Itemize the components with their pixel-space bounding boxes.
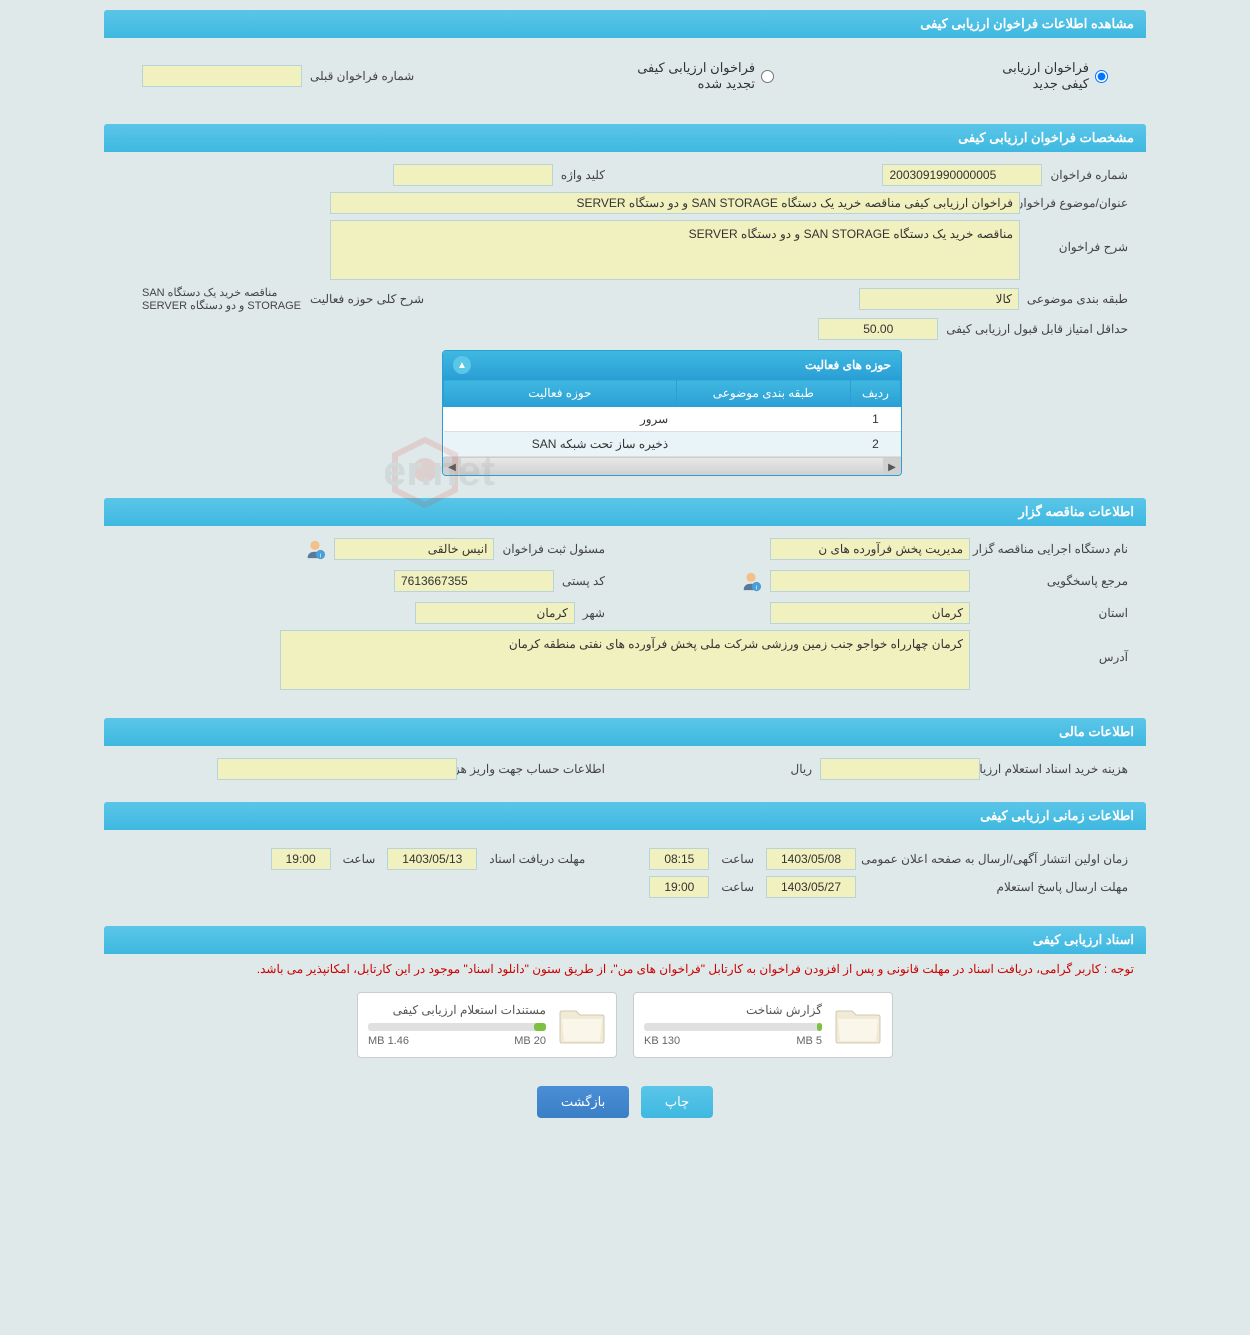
- address-field: کرمان چهارراه خواجو جنب زمین ورزشی شرکت …: [280, 630, 970, 690]
- org-label: نام دستگاه اجرایی مناقصه گزار: [978, 542, 1128, 556]
- radio-renewed-label: فراخوان ارزیابی کیفی تجدید شده: [614, 60, 755, 92]
- folder-icon: [834, 1005, 882, 1045]
- contact-label: مرجع پاسخگویی: [978, 574, 1128, 588]
- radio-renewed-input[interactable]: [761, 70, 774, 83]
- call-number-label: شماره فراخوان: [1050, 168, 1128, 182]
- back-button[interactable]: بازگشت: [537, 1086, 629, 1118]
- scope-label: شرح کلی حوزه فعالیت: [310, 292, 424, 306]
- spec-header: مشخصات فراخوان ارزیابی کیفی: [104, 124, 1146, 152]
- publish-date: 1403/05/08: [766, 848, 856, 870]
- radio-new-input[interactable]: [1095, 70, 1108, 83]
- publish-time: 08:15: [649, 848, 709, 870]
- response-time: 19:00: [649, 876, 709, 898]
- publish-label: زمان اولین انتشار آگهی/ارسال به صفحه اعل…: [868, 852, 1128, 866]
- activity-title: حوزه های فعالیت: [805, 358, 891, 372]
- receive-time: 19:00: [271, 848, 331, 870]
- file-used: 130 KB: [644, 1035, 680, 1047]
- collapse-icon[interactable]: ▲: [453, 356, 471, 374]
- svg-text:i: i: [320, 552, 321, 559]
- postal-field: 7613667355: [394, 570, 554, 592]
- file-name: گزارش شناخت: [644, 1003, 822, 1017]
- response-date: 1403/05/27: [766, 876, 856, 898]
- province-field: کرمان: [770, 602, 970, 624]
- call-number-field: 2003091990000005: [882, 164, 1042, 186]
- registrar-label: مسئول ثبت فراخوان: [502, 542, 605, 556]
- activity-table: ردیف طبقه بندی موضوعی حوزه فعالیت 1 سرور…: [443, 379, 901, 457]
- org-field: مدیریت پخش فرآورده های ن: [770, 538, 970, 560]
- title-label: عنوان/موضوع فراخوان: [1028, 196, 1128, 210]
- minscore-label: حداقل امتیاز قابل قبول ارزیابی کیفی: [946, 322, 1128, 336]
- scroll-left-icon[interactable]: ◀: [443, 458, 461, 476]
- minscore-field: 50.00: [818, 318, 938, 340]
- account-field: [217, 758, 457, 780]
- folder-icon: [558, 1005, 606, 1045]
- city-field: کرمان: [415, 602, 575, 624]
- col-activity: حوزه فعالیت: [444, 380, 677, 407]
- cost-field: [820, 758, 980, 780]
- desc-field: مناقصه خرید یک دستگاه SAN STORAGE و دو د…: [330, 220, 1020, 280]
- financial-header: اطلاعات مالی: [104, 718, 1146, 746]
- address-label: آدرس: [978, 630, 1128, 664]
- prev-number-field: [142, 65, 302, 87]
- docs-header: اسناد ارزیابی کیفی: [104, 926, 1146, 954]
- province-label: استان: [978, 606, 1128, 620]
- user-icon: i: [304, 538, 326, 560]
- tenderer-header: اطلاعات مناقصه گزار: [104, 498, 1146, 526]
- table-row: 1 سرور: [444, 407, 901, 432]
- account-label: اطلاعات حساب جهت واریز هزینه خرید اسناد: [465, 762, 605, 776]
- file-total: 5 MB: [796, 1035, 822, 1047]
- keyword-label: کلید واژه: [561, 168, 605, 182]
- radio-new[interactable]: فراخوان ارزیابی کیفی جدید: [974, 60, 1108, 92]
- receive-date: 1403/05/13: [387, 848, 477, 870]
- time-word: ساعت: [721, 880, 754, 894]
- registrar-field: انیس خالقی: [334, 538, 494, 560]
- title-field: فراخوان ارزیابی کیفی مناقصه خرید یک دستگ…: [330, 192, 1020, 214]
- receive-label: مهلت دریافت اسناد: [489, 852, 585, 866]
- desc-label: شرح فراخوان: [1028, 220, 1128, 254]
- file-total: 20 MB: [514, 1035, 546, 1047]
- user-icon: i: [740, 570, 762, 592]
- time-word: ساعت: [721, 852, 754, 866]
- prev-number-label: شماره فراخوان قبلی: [310, 69, 414, 83]
- main-header: مشاهده اطلاعات فراخوان ارزیابی کیفی: [104, 10, 1146, 38]
- print-button[interactable]: چاپ: [641, 1086, 713, 1118]
- progress-bar: [644, 1023, 822, 1031]
- keyword-field: [393, 164, 553, 186]
- city-label: شهر: [583, 606, 605, 620]
- category-field: کالا: [859, 288, 1019, 310]
- docs-notice: توجه : کاربر گرامی، دریافت اسناد در مهلت…: [104, 954, 1146, 984]
- col-category: طبقه بندی موضوعی: [676, 380, 850, 407]
- contact-field: [770, 570, 970, 592]
- activity-panel: حوزه های فعالیت ▲ ردیف طبقه بندی موضوعی …: [442, 350, 902, 476]
- timing-header: اطلاعات زمانی ارزیابی کیفی: [104, 802, 1146, 830]
- cost-label: هزینه خرید اسناد استعلام ارزیابی کیفی: [988, 762, 1128, 776]
- postal-label: کد پستی: [562, 574, 605, 588]
- table-scrollbar[interactable]: ▶ ◀: [443, 457, 901, 475]
- file-box[interactable]: مستندات استعلام ارزیابی کیفی 20 MB 1.46 …: [357, 992, 617, 1058]
- scroll-right-icon[interactable]: ▶: [883, 458, 901, 476]
- time-word: ساعت: [343, 852, 376, 866]
- file-box[interactable]: گزارش شناخت 5 MB 130 KB: [633, 992, 893, 1058]
- response-label: مهلت ارسال پاسخ استعلام: [868, 880, 1128, 894]
- progress-bar: [368, 1023, 546, 1031]
- table-row: 2 ذخیره ساز تحت شبکه SAN: [444, 432, 901, 457]
- scope-field: مناقصه خرید یک دستگاه SAN STORAGE و دو د…: [142, 286, 302, 312]
- radio-new-label: فراخوان ارزیابی کیفی جدید: [974, 60, 1089, 92]
- radio-renewed[interactable]: فراخوان ارزیابی کیفی تجدید شده: [614, 60, 774, 92]
- currency-label: ریال: [790, 762, 812, 776]
- category-label: طبقه بندی موضوعی: [1027, 292, 1128, 306]
- file-used: 1.46 MB: [368, 1035, 409, 1047]
- col-row: ردیف: [851, 380, 901, 407]
- svg-text:i: i: [756, 584, 757, 591]
- file-name: مستندات استعلام ارزیابی کیفی: [368, 1003, 546, 1017]
